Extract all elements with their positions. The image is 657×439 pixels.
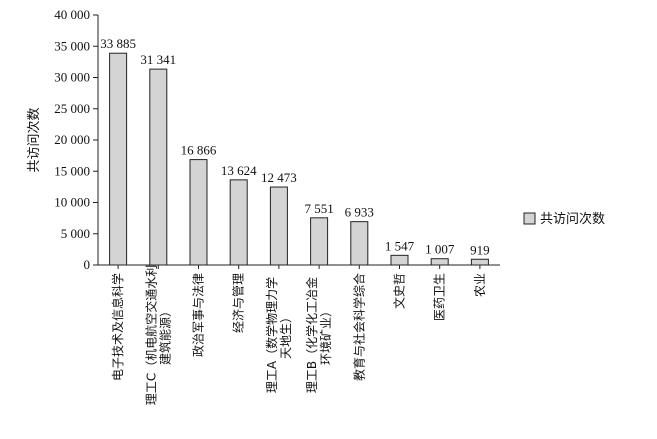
data-label: 919: [470, 242, 490, 257]
bar: [390, 254, 409, 266]
x-category-label-line: 理工B（化学化工冶金: [304, 277, 319, 393]
x-category-label: 理工A（数学物理力学天地生）: [264, 277, 293, 393]
x-category-label-line: 环境矿业）: [318, 305, 333, 365]
bar: [470, 258, 489, 266]
data-label: 1 007: [425, 242, 455, 257]
data-label: 1 547: [385, 238, 415, 253]
data-label: 7 551: [304, 201, 333, 216]
y-tick-label: 40 000: [54, 7, 90, 22]
y-axis-title: 共访问次数: [26, 107, 42, 172]
legend-label: 共访问次数: [540, 211, 605, 227]
bar: [310, 217, 329, 266]
bar: [109, 52, 128, 266]
y-tick-label: 5 000: [61, 226, 90, 241]
y-tick-label: 10 000: [54, 195, 90, 210]
x-category-label-line: 理工C（机电航空交通水利: [143, 265, 158, 405]
bar: [430, 258, 449, 266]
bar: [269, 186, 288, 266]
x-category-label: 教育与社会科学综合: [351, 273, 366, 381]
y-tick-label: 25 000: [54, 101, 90, 116]
y-tick-label: 30 000: [54, 70, 90, 85]
legend-swatch: [523, 212, 536, 225]
bar: [229, 179, 248, 266]
bar: [189, 159, 208, 266]
x-category-label: 理工B（化学化工冶金环境矿业）: [304, 277, 333, 393]
x-category-label: 医药卫生: [433, 273, 447, 321]
y-tick-label: 20 000: [54, 132, 90, 147]
data-label: 13 624: [221, 163, 257, 178]
x-category-label: 经济与管理: [231, 273, 246, 333]
x-category-label: 理工C（机电航空交通水利建筑能源）: [143, 265, 172, 405]
x-category-label: 文史哲: [392, 273, 407, 309]
x-category-label-line: 理工A（数学物理力学: [264, 277, 279, 393]
x-category-label: 电子技术及信息科学: [110, 273, 125, 381]
x-category-label-line: 建筑能源）: [157, 305, 172, 365]
data-label: 33 885: [100, 36, 136, 51]
y-tick-label: 0: [84, 257, 91, 272]
data-label: 12 473: [261, 170, 297, 185]
x-category-label: 政治军事与法律: [192, 273, 206, 357]
x-category-label-line: 天地生）: [279, 311, 293, 359]
bar: [350, 221, 369, 266]
data-label: 16 866: [181, 143, 217, 158]
data-label: 6 933: [345, 205, 374, 220]
y-tick-label: 35 000: [54, 38, 90, 53]
x-category-label: 农业: [473, 273, 487, 297]
y-tick-label: 15 000: [54, 163, 90, 178]
bar: [149, 68, 168, 266]
data-label: 31 341: [140, 52, 176, 67]
